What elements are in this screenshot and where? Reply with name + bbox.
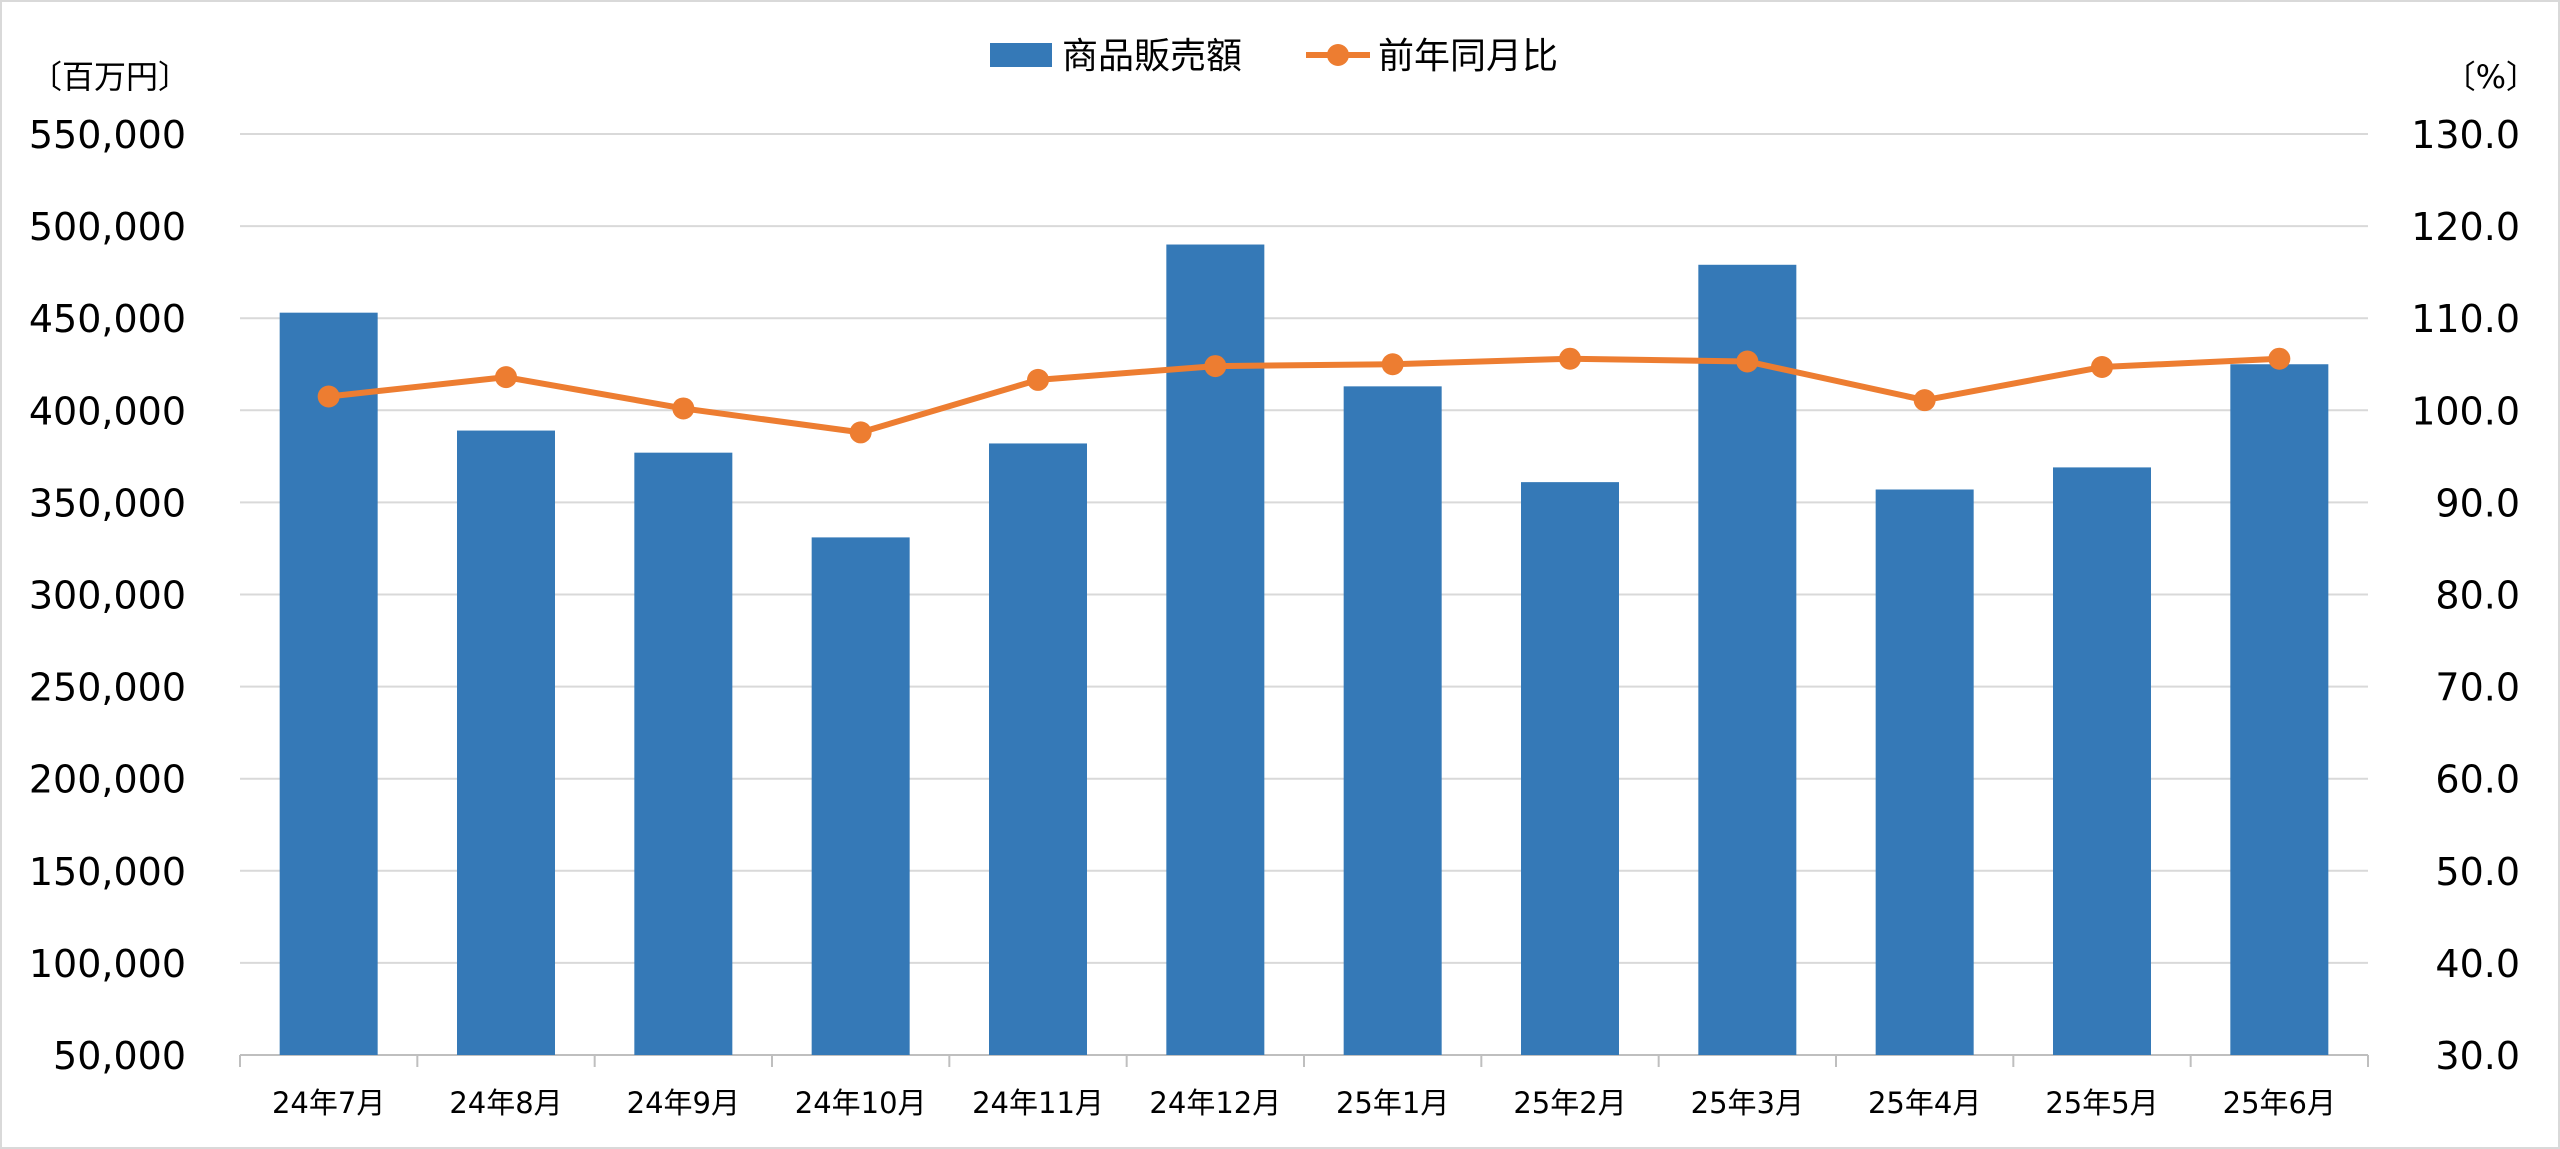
yoy-point-24年8月 xyxy=(495,366,517,389)
x-tick-label: 25年4月 xyxy=(1868,1086,1981,1120)
x-tick-label: 24年12月 xyxy=(1149,1086,1281,1120)
bar-25年1月 xyxy=(1343,386,1442,1055)
yoy-line xyxy=(328,355,2280,436)
bar-24年12月 xyxy=(1166,244,1265,1055)
left-tick-label: 350,000 xyxy=(29,481,186,525)
left-tick-label: 550,000 xyxy=(29,113,186,157)
right-tick-label: 80.0 xyxy=(2435,574,2520,618)
bar-25年6月 xyxy=(2230,364,2329,1055)
bar-25年4月 xyxy=(1875,489,1974,1056)
yoy-point-25年3月 xyxy=(1736,350,1759,373)
right-tick-label: 130.0 xyxy=(2411,113,2520,157)
left-axis-ticks: 550,000 500,000 450,000 400,000 350,000 300,0… xyxy=(29,113,186,1078)
bar-24年11月 xyxy=(989,443,1087,1055)
yoy-point-25年4月 xyxy=(1913,389,1936,412)
yoy-point-25年5月 xyxy=(2091,356,2113,379)
left-tick-label: 450,000 xyxy=(29,297,186,341)
right-tick-label: 30.0 xyxy=(2435,1034,2520,1078)
left-tick-label: 50,000 xyxy=(53,1034,186,1078)
right-tick-label: 110.0 xyxy=(2411,297,2520,341)
x-tick-label: 24年9月 xyxy=(627,1086,740,1120)
x-tick-label: 25年6月 xyxy=(2223,1086,2336,1120)
gridlines xyxy=(240,133,2368,1056)
bar-25年5月 xyxy=(2053,467,2151,1056)
left-tick-label: 400,000 xyxy=(29,389,186,433)
bar-24年9月 xyxy=(634,452,733,1055)
right-tick-label: 120.0 xyxy=(2411,205,2520,249)
bar-25年3月 xyxy=(1698,264,1797,1056)
right-axis-ticks: 130.0 120.0 110.0 100.0 90.0 80.0 70.0 60.0 50.0… xyxy=(2411,113,2520,1078)
legend-label-bar: 商品販売額 xyxy=(1062,36,1242,77)
bar-24年7月 xyxy=(279,312,378,1055)
legend-swatch-bar xyxy=(990,43,1052,67)
left-tick-label: 100,000 xyxy=(29,942,186,986)
legend: 商品販売額 前年同月比 xyxy=(990,36,1558,77)
yoy-point-24年7月 xyxy=(317,385,340,408)
bar-24年8月 xyxy=(457,430,555,1055)
right-axis-unit: 〔%〕 xyxy=(2444,58,2538,96)
right-tick-label: 100.0 xyxy=(2411,389,2520,433)
right-tick-label: 40.0 xyxy=(2435,942,2520,986)
yoy-point-25年1月 xyxy=(1381,353,1404,376)
yoy-point-25年6月 xyxy=(2268,347,2291,370)
yoy-point-24年11月 xyxy=(1027,368,1049,391)
right-tick-label: 50.0 xyxy=(2435,850,2520,894)
legend-swatch-marker xyxy=(1327,44,1349,66)
bar-25年2月 xyxy=(1521,482,1619,1055)
left-tick-label: 200,000 xyxy=(29,758,186,802)
left-tick-label: 500,000 xyxy=(29,205,186,249)
yoy-point-24年9月 xyxy=(672,397,695,420)
legend-label-line: 前年同月比 xyxy=(1378,36,1558,77)
bar-series xyxy=(279,244,2329,1056)
x-tick-label: 24年11月 xyxy=(972,1086,1104,1120)
x-axis xyxy=(239,1054,2369,1067)
yoy-point-25年2月 xyxy=(1559,347,1581,370)
right-tick-label: 70.0 xyxy=(2435,666,2520,710)
x-tick-label: 25年5月 xyxy=(2045,1086,2158,1120)
x-tick-label: 25年2月 xyxy=(1513,1086,1626,1120)
right-tick-label: 90.0 xyxy=(2435,481,2520,525)
x-tick-label: 25年3月 xyxy=(1691,1086,1804,1120)
x-tick-label: 25年1月 xyxy=(1336,1086,1449,1120)
yoy-point-24年10月 xyxy=(849,421,872,444)
x-axis-ticks: 24年7月 24年8月 24年9月 24年10月 24年11月 24年12月 25年1月 25… xyxy=(272,1086,2336,1120)
left-tick-label: 150,000 xyxy=(29,850,186,894)
x-tick-label: 24年10月 xyxy=(795,1086,927,1120)
x-tick-label: 24年7月 xyxy=(272,1086,385,1120)
bar-24年10月 xyxy=(811,537,910,1055)
right-tick-label: 60.0 xyxy=(2435,758,2520,802)
left-tick-label: 250,000 xyxy=(29,666,186,710)
yoy-point-24年12月 xyxy=(1204,355,1227,378)
left-tick-label: 300,000 xyxy=(29,574,186,618)
x-tick-label: 24年8月 xyxy=(449,1086,562,1120)
line-series xyxy=(317,347,2291,444)
left-axis-unit: 〔百万円〕 xyxy=(30,58,190,96)
